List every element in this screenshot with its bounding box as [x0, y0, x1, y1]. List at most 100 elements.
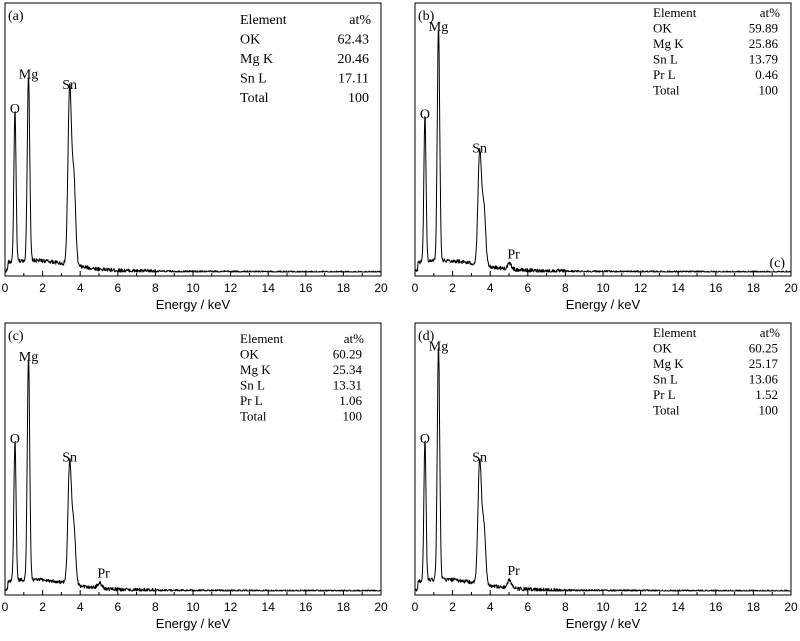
- table-header-element: Element: [653, 325, 697, 340]
- spectrum-line: [414, 347, 792, 592]
- table-cell-value: 13.31: [333, 378, 362, 393]
- peak-label-sn: Sn: [62, 78, 77, 93]
- x-tick-label: 8: [152, 600, 159, 614]
- peak-label-o: O: [420, 107, 430, 122]
- table-cell-element: Sn L: [240, 378, 265, 393]
- x-tick-label: 2: [449, 281, 456, 295]
- table-cell-value: 25.86: [749, 36, 779, 51]
- table-cell-value: 59.89: [749, 21, 778, 36]
- table-cell-element: Sn L: [653, 52, 678, 67]
- x-tick-label: 4: [487, 600, 494, 614]
- table-cell-element: Mg K: [240, 362, 271, 377]
- x-tick-label: 16: [709, 281, 723, 295]
- x-tick-label: 12: [224, 600, 238, 614]
- table-cell-value: 17.11: [338, 72, 369, 87]
- x-tick-label: 18: [747, 600, 761, 614]
- table-cell-element: Pr L: [240, 393, 263, 408]
- x-tick-label: 4: [77, 281, 84, 295]
- x-tick-label: 0: [412, 600, 419, 614]
- table-cell-element: Pr L: [653, 67, 676, 82]
- table-header-at: at%: [760, 5, 780, 20]
- spectrum-line: [4, 77, 382, 273]
- x-tick-label: 20: [784, 600, 798, 614]
- table-cell-value: 60.25: [749, 341, 778, 356]
- x-tick-label: 0: [2, 600, 9, 614]
- table-header-at: at%: [349, 13, 371, 28]
- panel-label: (c): [8, 329, 24, 344]
- x-tick-label: 4: [77, 600, 84, 614]
- table-cell-element: Sn L: [653, 372, 678, 387]
- peak-label-sn: Sn: [472, 451, 487, 466]
- x-tick-label: 14: [262, 281, 276, 295]
- table-cell-element: OK: [240, 347, 259, 362]
- peak-label-mg: Mg: [19, 68, 38, 83]
- table-cell-value: 13.79: [749, 52, 778, 67]
- peak-label-mg: Mg: [429, 20, 448, 35]
- eds-panel-3: 0 2 4 6 8 10 12 14 16 18 20 Energy / keV (c) O Mg Sn Pr E…: [2, 322, 388, 631]
- x-tick-label: 18: [337, 600, 351, 614]
- table-cell-value: 25.17: [749, 356, 779, 371]
- spectrum-line: [414, 30, 792, 273]
- x-tick-label: 20: [784, 281, 798, 295]
- table-cell-element: Total: [653, 83, 680, 98]
- peak-label-pr: Pr: [507, 248, 520, 263]
- x-tick-label: 4: [487, 281, 494, 295]
- composition-table: Element at% OK 59.89 Mg K 25.86 Sn L 13.79 Pr L 0…: [653, 5, 780, 98]
- table-cell-element: OK: [653, 341, 672, 356]
- x-tick-label: 16: [709, 600, 723, 614]
- x-tick-label: 14: [672, 281, 686, 295]
- x-tick-label: 6: [114, 600, 121, 614]
- x-axis-label: Energy / keV: [566, 297, 641, 312]
- table-cell-element: Total: [240, 409, 267, 424]
- table-header-element: Element: [240, 331, 284, 346]
- x-tick-label: 6: [524, 600, 531, 614]
- table-cell-value: 100: [759, 403, 779, 418]
- table-cell-element: OK: [653, 21, 672, 36]
- table-cell-value: 0.46: [755, 67, 778, 82]
- composition-table: Element at% OK 60.25 Mg K 25.17 Sn L 13.06 Pr L 1…: [653, 325, 780, 418]
- table-cell-value: 13.06: [749, 372, 779, 387]
- composition-table: Element at% OK 62.43 Mg K 20.46 Sn L 17.11 Total…: [240, 13, 371, 106]
- table-header-element: Element: [240, 13, 287, 28]
- x-tick-label: 18: [747, 281, 761, 295]
- peak-label-pr: Pr: [507, 564, 520, 579]
- x-tick-label: 6: [524, 281, 531, 295]
- table-cell-value: 25.34: [333, 362, 363, 377]
- x-tick-label: 10: [186, 600, 200, 614]
- table-cell-value: 1.06: [339, 393, 362, 408]
- x-tick-label: 10: [596, 281, 610, 295]
- table-header-at: at%: [760, 325, 780, 340]
- x-tick-label: 14: [672, 600, 686, 614]
- x-tick-label: 8: [152, 281, 159, 295]
- eds-panel-4: 0 2 4 6 8 10 12 14 16 18 20 Energy / keV (d) O Mg Sn Pr E…: [412, 322, 798, 631]
- x-tick-label: 0: [412, 281, 419, 295]
- composition-table: Element at% OK 60.29 Mg K 25.34 Sn L 13.31 Pr L 1…: [240, 331, 364, 424]
- table-cell-value: 62.43: [338, 33, 370, 48]
- table-cell-element: Total: [653, 403, 680, 418]
- x-tick-label: 20: [374, 281, 388, 295]
- table-cell-element: Mg K: [653, 356, 684, 371]
- peak-label-mg: Mg: [429, 340, 448, 355]
- table-cell-element: Sn L: [240, 72, 267, 87]
- spectrum-line: [4, 358, 382, 592]
- peak-label-sn: Sn: [472, 142, 487, 157]
- x-tick-label: 14: [262, 600, 276, 614]
- plot-frame: [4, 2, 382, 277]
- table-cell-value: 100: [348, 91, 369, 106]
- x-axis-label: Energy / keV: [156, 297, 231, 312]
- x-tick-label: 10: [186, 281, 200, 295]
- table-cell-value: 20.46: [338, 52, 370, 67]
- x-tick-label: 6: [114, 281, 121, 295]
- peak-label-mg: Mg: [19, 350, 38, 365]
- table-cell-element: Pr L: [653, 387, 676, 402]
- peak-label-o: O: [10, 102, 20, 117]
- x-tick-label: 2: [39, 281, 46, 295]
- x-tick-label: 10: [596, 600, 610, 614]
- table-cell-value: 60.29: [333, 347, 362, 362]
- x-tick-label: 20: [374, 600, 388, 614]
- x-tick-label: 18: [337, 281, 351, 295]
- peak-label-pr: Pr: [97, 567, 110, 582]
- x-tick-label: 2: [449, 600, 456, 614]
- x-tick-label: 16: [299, 600, 313, 614]
